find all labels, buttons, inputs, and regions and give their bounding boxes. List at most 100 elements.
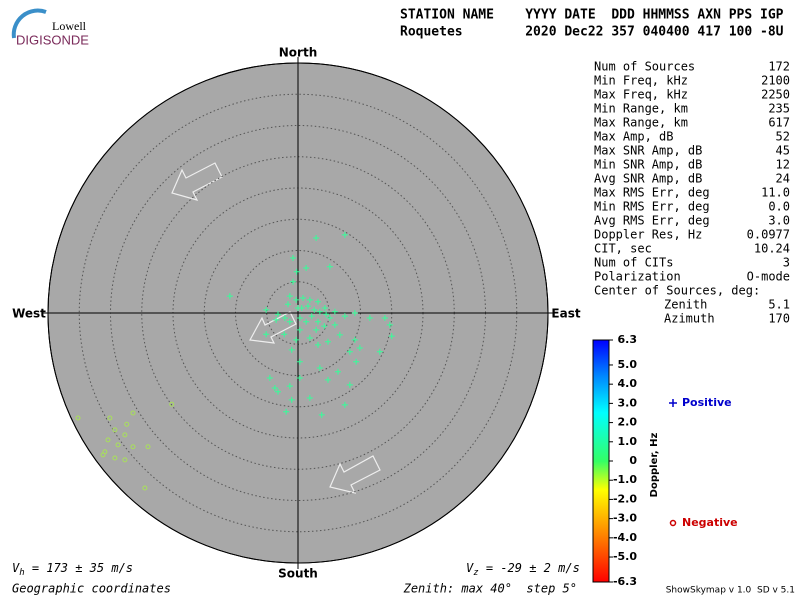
colorbar-tick-label: -5.0 xyxy=(613,550,637,563)
source-point xyxy=(323,311,330,318)
stat-label: Zenith xyxy=(664,298,707,312)
source-point xyxy=(75,415,81,421)
source-point xyxy=(295,305,301,311)
source-point xyxy=(273,316,280,323)
source-point xyxy=(315,318,321,325)
source-point xyxy=(275,388,281,395)
colorbar-tick-label: 1.0 xyxy=(618,435,638,448)
stat-value: 11.0 xyxy=(761,186,790,200)
source-point xyxy=(325,376,331,383)
source-point xyxy=(315,298,321,305)
stat-value: 0.0977 xyxy=(747,228,790,242)
stat-value: 170 xyxy=(768,312,790,326)
source-point xyxy=(311,306,318,313)
legend-label: Positive xyxy=(682,396,732,409)
stat-label: Min Freq, kHz xyxy=(594,74,688,88)
source-point xyxy=(308,313,315,320)
source-point xyxy=(296,358,303,365)
source-point xyxy=(306,335,313,341)
vz-symbol: V xyxy=(466,561,474,575)
source-point xyxy=(226,293,233,300)
stat-value: 0.0 xyxy=(768,200,790,214)
colorbar-tick-label: -6.3 xyxy=(613,575,637,588)
source-point xyxy=(112,455,118,461)
stat-value: 24 xyxy=(776,172,790,186)
vh-symbol: V xyxy=(12,561,20,575)
stat-value: 10.24 xyxy=(754,242,790,256)
colorbar-label: Doppler, Hz xyxy=(649,433,660,498)
source-point xyxy=(341,313,348,320)
stat-label: Polarization xyxy=(594,270,681,284)
colorbar-tick-label: -3.0 xyxy=(613,512,637,525)
stat-label: Max Range, km xyxy=(594,116,688,130)
source-point xyxy=(326,315,333,321)
vz-subscript: z xyxy=(473,568,478,578)
stat-value: O-mode xyxy=(747,270,790,284)
source-point xyxy=(266,375,273,381)
vh-value: = 173 ± 35 m/s xyxy=(25,561,133,575)
logo: Lowell DIGISONDE xyxy=(11,8,89,47)
source-point xyxy=(263,331,270,338)
logo-bottom: DIGISONDE xyxy=(16,32,89,47)
stat-label: Num of Sources xyxy=(594,60,695,74)
source-point xyxy=(326,263,333,270)
header-columns: STATION NAME YYYY DATE DDD HHMMSS AXN PP… xyxy=(400,8,784,23)
source-point xyxy=(290,278,296,285)
source-point xyxy=(316,365,323,371)
colorbar xyxy=(592,339,610,583)
source-point xyxy=(303,265,310,271)
source-point xyxy=(351,336,358,343)
source-point xyxy=(263,306,270,313)
source-point xyxy=(376,348,383,355)
source-point xyxy=(169,401,175,407)
coords-text: Geographic coordinates xyxy=(12,582,171,596)
source-point xyxy=(388,333,395,340)
source-point xyxy=(386,321,393,328)
colorbar-tick-label: 4.0 xyxy=(618,377,638,390)
stat-label: Min Range, km xyxy=(594,102,688,116)
stat-value: 12 xyxy=(776,158,790,172)
west-label: West xyxy=(12,307,46,321)
header-values: Roquetes 2020 Dec22 357 040400 417 100 -… xyxy=(400,25,784,40)
source-point xyxy=(130,410,136,416)
stat-value: 172 xyxy=(768,60,790,74)
zenith-text: Zenith: max 40° step 5° xyxy=(403,582,577,596)
colorbar-tick-label: 2.0 xyxy=(618,416,638,429)
source-point xyxy=(346,348,353,355)
source-point xyxy=(286,293,293,300)
colorbar-tick-label: 0 xyxy=(629,454,637,467)
source-point xyxy=(130,444,136,450)
stat-value: 5.1 xyxy=(768,298,790,312)
source-point xyxy=(353,358,360,365)
vz-value: = -29 ± 2 m/s xyxy=(479,561,580,575)
stat-label: Center of Sources, deg: xyxy=(594,284,760,298)
stat-label: Max RMS Err, deg xyxy=(594,186,710,200)
stat-value: 2250 xyxy=(761,88,790,102)
source-point xyxy=(293,296,300,303)
vh-subscript: h xyxy=(19,568,24,578)
stat-value: 45 xyxy=(776,144,790,158)
source-point xyxy=(275,311,281,318)
logo-top: Lowell xyxy=(52,19,87,33)
source-point xyxy=(124,421,130,427)
source-point xyxy=(306,296,313,303)
stat-label: Max Freq, kHz xyxy=(594,88,688,102)
stat-label: Doppler Res, Hz xyxy=(594,228,702,242)
source-point xyxy=(107,415,113,421)
stat-value: 235 xyxy=(768,102,790,116)
source-point xyxy=(316,308,323,315)
vh-text: Vh = 173 ± 35 m/s xyxy=(12,561,133,578)
source-point xyxy=(285,301,291,308)
source-point xyxy=(335,368,341,375)
stat-label: CIT, sec xyxy=(594,242,652,256)
colorbar-tick-label: 6.3 xyxy=(618,333,638,346)
version-text: ShowSkymap v 1.0 SD v 5.1 xyxy=(666,586,795,596)
colorbar-tick-label: -2.0 xyxy=(613,492,637,505)
south-label: South xyxy=(278,567,318,581)
source-point xyxy=(341,231,348,238)
vz-text: Vz = -29 ± 2 m/s xyxy=(466,561,580,578)
stat-value: 52 xyxy=(776,130,790,144)
stat-label: Max Amp, dB xyxy=(594,130,673,144)
source-point xyxy=(341,401,348,408)
